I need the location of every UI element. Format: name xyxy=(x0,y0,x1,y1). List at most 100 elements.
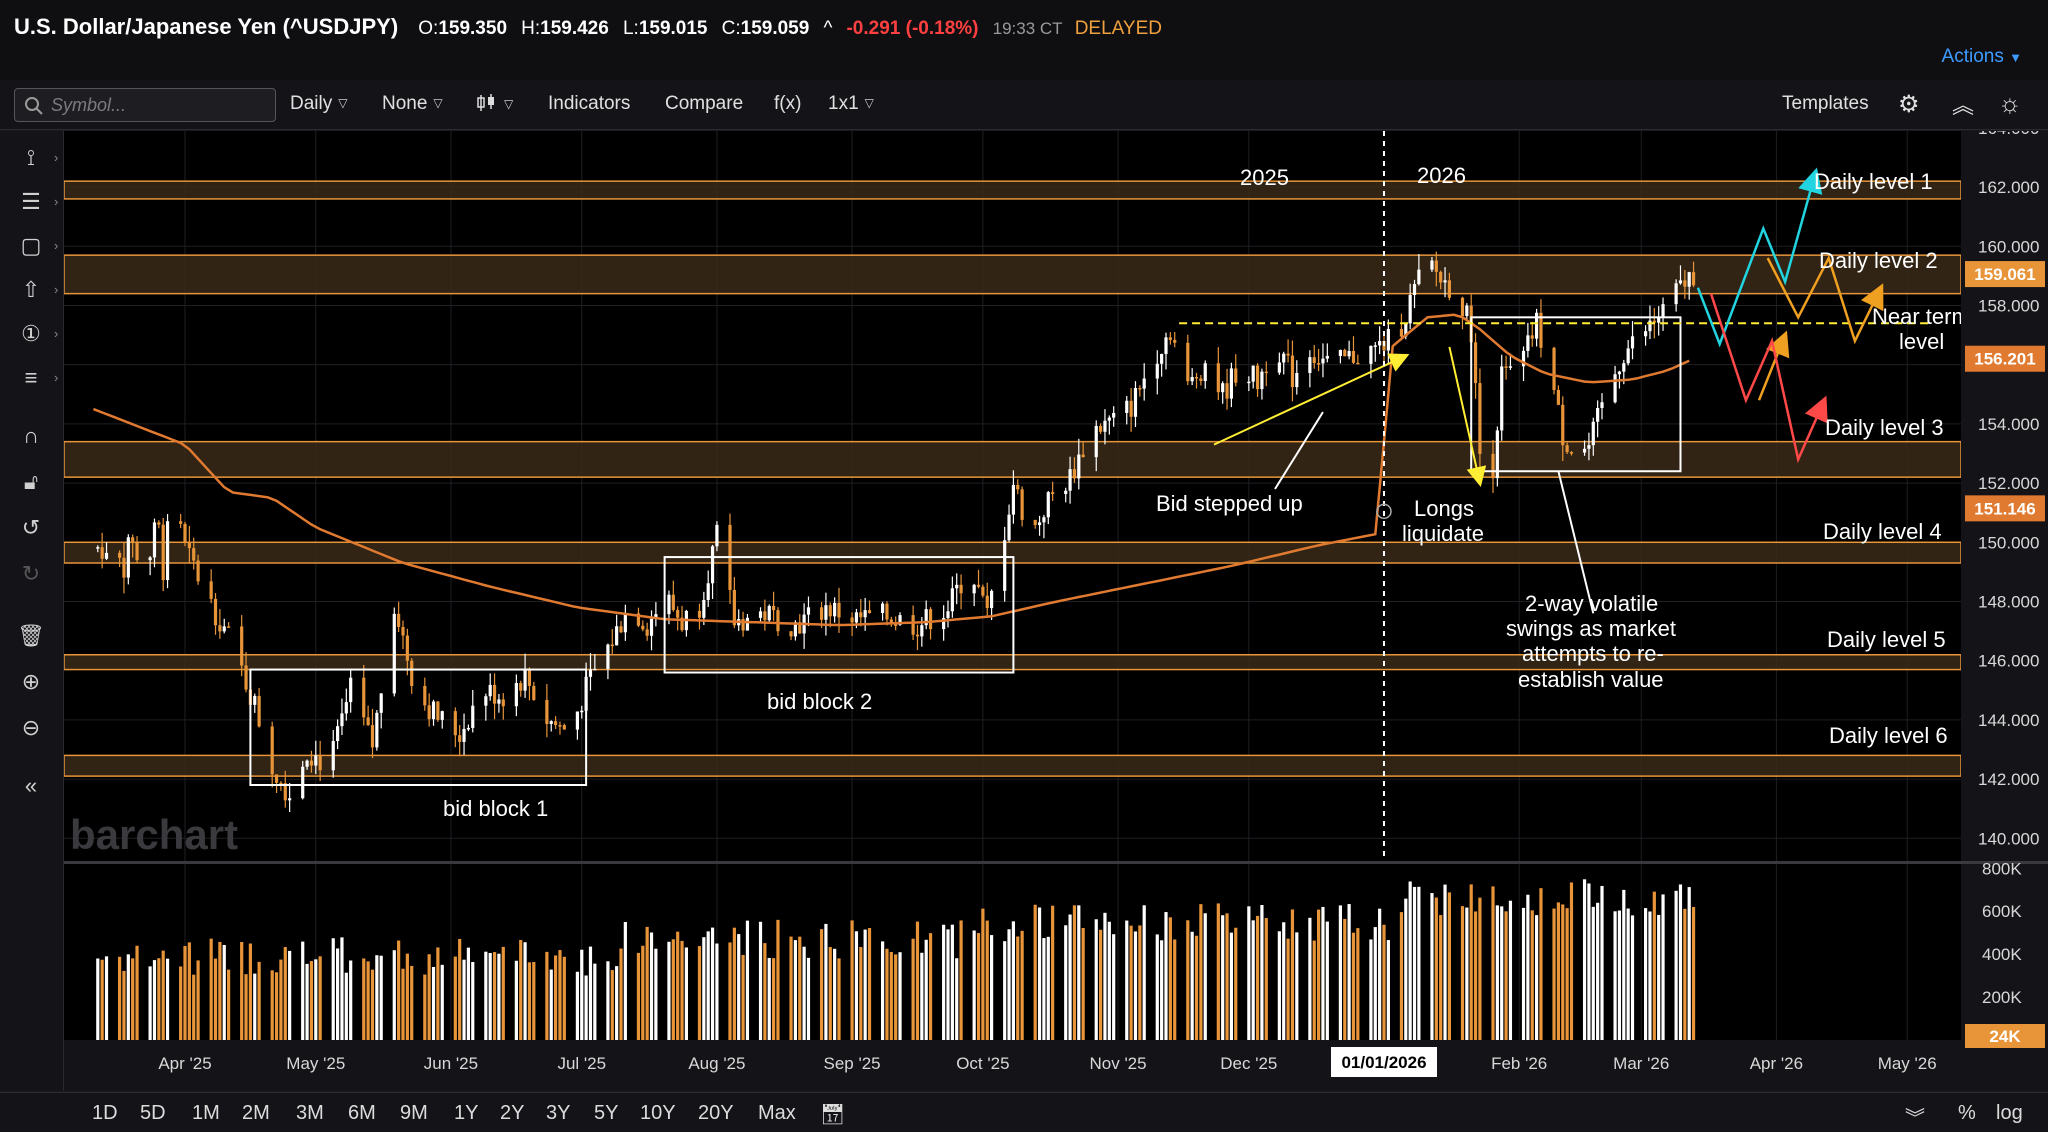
candle-96-body xyxy=(680,617,684,631)
candle-92-body xyxy=(654,614,658,619)
volume-bar-103 xyxy=(728,942,732,1040)
range-button-5y[interactable]: 5Y xyxy=(594,1102,619,1124)
candle-139-body xyxy=(946,611,950,619)
volume-bar-196 xyxy=(1290,909,1295,1040)
candle-68-body xyxy=(514,683,518,707)
range-button-1m[interactable]: 1M xyxy=(192,1102,220,1124)
candle-50-body xyxy=(401,626,405,636)
range-button-1d[interactable]: 1D xyxy=(92,1102,118,1124)
swings-label-1: 2-way volatile xyxy=(1525,591,1658,616)
redo-icon[interactable]: ↻ xyxy=(21,561,41,586)
function-button[interactable]: f(x) xyxy=(774,93,802,114)
candle-235 xyxy=(1530,321,1534,347)
undo-icon[interactable]: ↺ xyxy=(21,515,41,540)
collapse-left-icon[interactable]: « xyxy=(24,773,38,798)
zoom-in-icon[interactable]: ⊕ xyxy=(21,669,41,694)
volume-bar-13 xyxy=(179,966,183,1040)
log-toggle[interactable]: log xyxy=(1996,1102,2023,1124)
candle-195 xyxy=(1286,339,1290,363)
range-button-6m[interactable]: 6M xyxy=(348,1102,376,1124)
period-select[interactable]: Daily ▽ xyxy=(290,93,347,115)
crosshair-tool-icon[interactable]: ⟟ › xyxy=(26,145,59,170)
chevron-down-icon: ▽ xyxy=(504,97,514,111)
daily-level-4-label: Daily level 4 xyxy=(1823,519,1942,544)
candle-215 xyxy=(1408,283,1412,330)
chart-area[interactable]: barchart 2025 2026 Daily level 1 Daily l… xyxy=(63,119,2048,1091)
candle-160-body xyxy=(1072,469,1077,479)
longs-label-2: liquidate xyxy=(1402,521,1484,546)
range-button-2m[interactable]: 2M xyxy=(242,1102,270,1124)
chart-type-select[interactable]: ▽ xyxy=(476,93,513,116)
volume-bar-113 xyxy=(789,936,793,1040)
percent-toggle[interactable]: % xyxy=(1958,1102,1976,1124)
range-button-3y[interactable]: 3Y xyxy=(546,1102,571,1124)
volume-bar-156 xyxy=(1046,936,1050,1040)
candle-94-body xyxy=(671,594,675,610)
candle-164-body xyxy=(1099,425,1103,432)
overlay-select[interactable]: None ▽ xyxy=(382,93,443,115)
candle-140 xyxy=(950,576,954,618)
candle-192 xyxy=(1264,361,1268,387)
candle-222-body xyxy=(1447,280,1451,298)
actions-menu[interactable]: Actions ▼ xyxy=(1942,46,2022,68)
volume-bar-128 xyxy=(881,941,885,1040)
volume-bar-136 xyxy=(924,939,928,1040)
range-button-9m[interactable]: 9M xyxy=(400,1102,428,1124)
range-button-max[interactable]: Max xyxy=(758,1102,796,1124)
layout-select[interactable]: 1x1 ▽ xyxy=(828,93,874,115)
candle-53-body xyxy=(423,685,427,706)
fib-tools-icon[interactable]: ≡ › xyxy=(24,365,59,390)
magnet-icon[interactable]: ∩ xyxy=(23,423,39,448)
candle-117 xyxy=(806,596,811,627)
arrow-tools-icon[interactable]: ⇧ › xyxy=(21,277,59,302)
candle-238-body xyxy=(1552,347,1556,390)
range-button-20y[interactable]: 20Y xyxy=(698,1102,734,1124)
label-tools-icon[interactable]: ① › xyxy=(21,321,59,346)
expand-down-icon[interactable]: ︾ xyxy=(1905,1108,1925,1130)
volume-bar-10 xyxy=(157,958,161,1040)
price-chart[interactable]: barchart 2025 2026 Daily level 1 Daily l… xyxy=(63,119,2048,1091)
candle-162 xyxy=(1081,442,1085,458)
indicators-button[interactable]: Indicators xyxy=(548,93,631,114)
shape-tools-icon[interactable]: ▢ › xyxy=(20,233,59,258)
candle-64-body xyxy=(488,684,492,697)
gear-icon[interactable]: ⚙ xyxy=(1898,91,1920,118)
candle-17-body xyxy=(196,560,200,582)
range-button-1y[interactable]: 1Y xyxy=(454,1102,479,1124)
volume-bar-244 xyxy=(1587,883,1591,1040)
templates-button[interactable]: Templates xyxy=(1782,93,1869,114)
zone-6 xyxy=(63,754,1962,777)
candle-205-body xyxy=(1347,350,1351,357)
bid-block-1-label: bid block 1 xyxy=(443,796,548,821)
collapse-up-icon[interactable]: ︽ xyxy=(1952,93,1975,118)
candle-168-body xyxy=(1125,400,1129,413)
symbol-search[interactable] xyxy=(14,88,276,122)
range-button-5d[interactable]: 5D xyxy=(140,1102,166,1124)
candle-134 xyxy=(915,624,920,651)
volume-bar-147 xyxy=(990,935,994,1040)
candle-138 xyxy=(942,605,946,641)
marker-price-text: 151.146 xyxy=(1974,499,2035,518)
zoom-out-icon[interactable]: ⊖ xyxy=(21,715,41,740)
compare-button[interactable]: Compare xyxy=(665,93,744,114)
candle-137 xyxy=(928,607,933,640)
range-button-2y[interactable]: 2Y xyxy=(500,1102,525,1124)
range-button-10y[interactable]: 10Y xyxy=(640,1102,676,1124)
theme-sun-icon[interactable]: ☼ xyxy=(1998,88,2022,118)
trash-icon[interactable]: 🗑︎ xyxy=(17,623,45,648)
projection-paths xyxy=(1696,167,1884,464)
volume-bar-69 xyxy=(519,939,523,1040)
volume-bar-44 xyxy=(366,961,370,1040)
calendar-icon[interactable]: 📅︎ xyxy=(820,1104,846,1126)
candle-168 xyxy=(1125,396,1129,425)
candle-1 xyxy=(100,532,104,569)
candle-229-body xyxy=(1495,430,1499,479)
trend-tools-icon[interactable]: ☰ › xyxy=(21,189,59,214)
candle-153-body xyxy=(1033,519,1037,526)
candle-15-body xyxy=(187,541,191,549)
candle-198-body xyxy=(1308,357,1312,373)
unlock-icon[interactable]: 🔓︎ xyxy=(23,469,39,494)
volume-bar-80 xyxy=(584,975,588,1040)
symbol-input[interactable] xyxy=(51,94,266,116)
range-button-3m[interactable]: 3M xyxy=(296,1102,324,1124)
